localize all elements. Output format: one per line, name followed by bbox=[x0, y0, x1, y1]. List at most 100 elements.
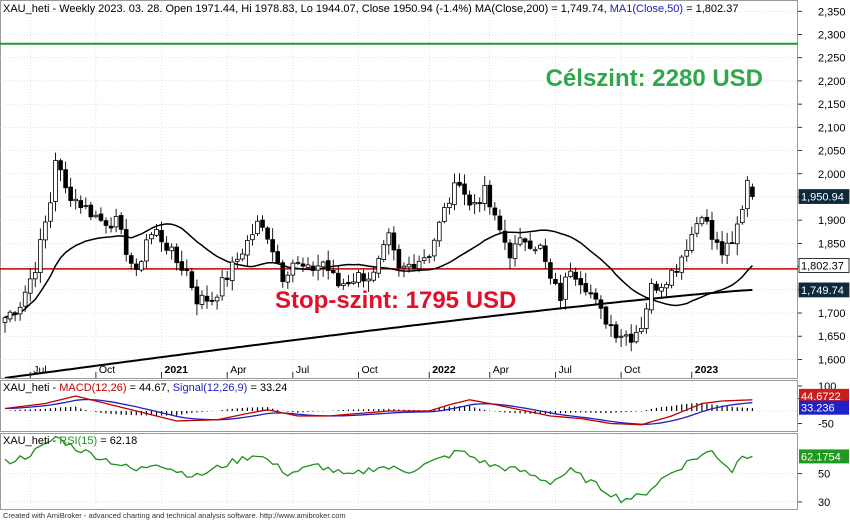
candle-down bbox=[361, 273, 366, 282]
price-y-tick-label: 2,200 bbox=[818, 76, 846, 88]
time-x-tick-label: Apr bbox=[493, 364, 510, 376]
candle-down bbox=[194, 286, 200, 305]
candle-down bbox=[598, 299, 604, 309]
candle-down bbox=[457, 181, 462, 186]
ma50-header-value: = 1,802.37 bbox=[683, 3, 738, 15]
price-header-main: XAU_heti - Weekly 2023. 03. 28. Open 197… bbox=[3, 3, 610, 15]
candle-up bbox=[229, 261, 235, 281]
rsi-header: XAU_heti - RSI(15) = 62.18 bbox=[3, 435, 137, 447]
candle-up bbox=[669, 269, 674, 286]
price-panel bbox=[0, 0, 798, 379]
candle-down bbox=[477, 202, 482, 205]
time-x-axis: Jul Oct 2021 Apr Jul Oct 2022 Apr Jul Oct 2023 bbox=[29, 2, 718, 509]
candle-up bbox=[295, 262, 301, 264]
candle-down bbox=[108, 225, 114, 229]
candle-down bbox=[704, 216, 710, 222]
candle-up bbox=[285, 274, 291, 283]
candle-down bbox=[204, 295, 210, 302]
macd-header-value: = 44.67, bbox=[127, 382, 173, 394]
target-annotation: Célszint: 2280 USD bbox=[546, 65, 763, 92]
time-x-tick-label: Jul bbox=[296, 364, 309, 376]
candle-down bbox=[548, 262, 553, 279]
candle-down bbox=[325, 260, 331, 271]
price-header: XAU_heti - Weekly 2023. 03. 28. Open 197… bbox=[3, 3, 738, 15]
candle-down bbox=[275, 251, 280, 264]
candle-up bbox=[381, 244, 387, 260]
candle-down bbox=[462, 183, 467, 195]
candle-up bbox=[22, 291, 28, 307]
candle-up bbox=[406, 263, 412, 268]
candle-down bbox=[507, 242, 513, 259]
rsi-header-value: = 62.18 bbox=[97, 435, 137, 447]
candle-up bbox=[512, 243, 518, 260]
signal-header-label: Signal(12,26,9) bbox=[173, 382, 248, 394]
price-tag-label: 1,950.94 bbox=[801, 192, 844, 204]
candle-up bbox=[649, 283, 654, 311]
rsi-line bbox=[4, 435, 753, 504]
candle-up bbox=[644, 308, 649, 329]
candle-down bbox=[527, 240, 533, 249]
price-y-tick-label: 2,350 bbox=[818, 6, 846, 18]
candle-down bbox=[497, 215, 503, 231]
candle-up bbox=[17, 306, 23, 315]
macd-header-label: MACD(12,26) bbox=[59, 382, 126, 394]
candle-up bbox=[305, 264, 311, 268]
candle-up bbox=[431, 239, 437, 257]
time-x-tick-label: 2022 bbox=[432, 364, 456, 376]
candle-up bbox=[376, 258, 381, 274]
candle-up bbox=[689, 234, 695, 251]
candle-down bbox=[558, 282, 563, 301]
candle-down bbox=[164, 242, 169, 251]
macd-header: XAU_heti - MACD(12,26) = 44.67, Signal(1… bbox=[3, 382, 287, 394]
candle-down bbox=[88, 204, 94, 218]
candle-down bbox=[750, 186, 755, 197]
candle-up bbox=[639, 327, 644, 333]
candle-down bbox=[391, 232, 397, 251]
candle-down bbox=[709, 220, 715, 240]
candle-up bbox=[442, 207, 447, 222]
candle-down bbox=[603, 306, 609, 325]
candle-up bbox=[472, 202, 477, 205]
candle-down bbox=[593, 292, 599, 300]
candle-up bbox=[724, 242, 730, 256]
candle-down bbox=[654, 283, 659, 291]
candle-up bbox=[93, 214, 99, 218]
candle-up bbox=[568, 270, 573, 278]
footer-credit: Created with AmiBroker - advanced charti… bbox=[3, 511, 346, 520]
candle-up bbox=[290, 262, 296, 276]
candle-up bbox=[214, 296, 220, 302]
candle-down bbox=[265, 227, 270, 240]
candle-up bbox=[255, 220, 260, 235]
candle-down bbox=[573, 271, 578, 280]
candle-up bbox=[659, 287, 664, 292]
candle-down bbox=[12, 312, 18, 315]
candle-up bbox=[320, 261, 326, 268]
candle-down bbox=[260, 219, 265, 228]
price-y-tick-label: 2,000 bbox=[818, 169, 846, 181]
candle-up bbox=[27, 278, 33, 294]
candle-up bbox=[664, 283, 669, 289]
price-y-tick-label: 2,150 bbox=[818, 99, 846, 111]
price-tag-label: 1,802.37 bbox=[801, 260, 844, 272]
rsi-header-prefix: XAU_heti - bbox=[3, 435, 59, 447]
candle-up bbox=[517, 237, 523, 245]
candle-up bbox=[436, 221, 442, 242]
price-tag-box bbox=[798, 258, 850, 273]
rsi-panel bbox=[0, 433, 798, 510]
candle-down bbox=[714, 239, 720, 243]
candle-down bbox=[133, 263, 139, 270]
candle-down bbox=[98, 213, 104, 221]
candle-up bbox=[83, 205, 89, 207]
candle-down bbox=[280, 262, 286, 282]
time-x-tick-label: Oct bbox=[99, 364, 115, 376]
candle-up bbox=[315, 265, 321, 271]
candle-down bbox=[719, 241, 725, 256]
ma50-header-label: MA1(Close,50) bbox=[610, 3, 683, 15]
ma200-line bbox=[4, 288, 753, 378]
candle-up bbox=[563, 276, 568, 300]
candle-up bbox=[240, 253, 245, 260]
candlesticks bbox=[2, 152, 755, 352]
candle-down bbox=[346, 282, 351, 285]
